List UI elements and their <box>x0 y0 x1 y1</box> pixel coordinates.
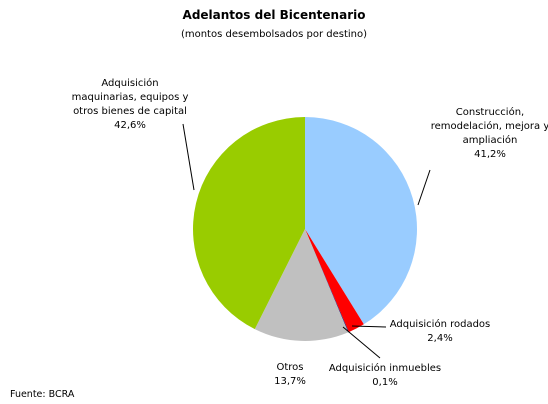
slice-label: Otros 13,7% <box>250 361 330 389</box>
leader-line <box>417 169 431 206</box>
pie-slice <box>305 229 349 333</box>
pie-slice <box>193 117 305 330</box>
category-label: Adquisición inmuebles <box>328 363 442 374</box>
value-label: 41,2% <box>474 149 506 160</box>
value-label: 2,4% <box>427 333 453 344</box>
category-label: Adquisición rodados <box>389 319 491 330</box>
category-label: Adquisición maquinarias, equipos y otros… <box>71 78 189 117</box>
slice-label: Construcción, remodelación, mejora y amp… <box>420 106 548 162</box>
pie-slice <box>254 229 349 341</box>
leader-line <box>342 326 381 359</box>
leader-line <box>351 325 387 328</box>
category-label: Otros <box>276 362 304 373</box>
value-label: 42,6% <box>114 120 146 131</box>
slice-label: Adquisición maquinarias, equipos y otros… <box>60 77 200 133</box>
category-label: Construcción, remodelación, mejora y amp… <box>430 107 548 146</box>
chart-title: Adelantos del Bicentenario <box>182 8 366 22</box>
slice-label: Adquisición inmuebles 0,1% <box>325 362 445 390</box>
pie-slice <box>305 117 417 325</box>
pie-slice <box>305 229 364 333</box>
chart-subtitle: (montos desembolsados por destino) <box>180 29 368 40</box>
slice-label: Adquisición rodados 2,4% <box>380 318 500 346</box>
source-note: Fuente: BCRA <box>10 389 75 400</box>
value-label: 13,7% <box>274 376 306 387</box>
leader-line <box>182 123 195 191</box>
value-label: 0,1% <box>372 377 398 388</box>
